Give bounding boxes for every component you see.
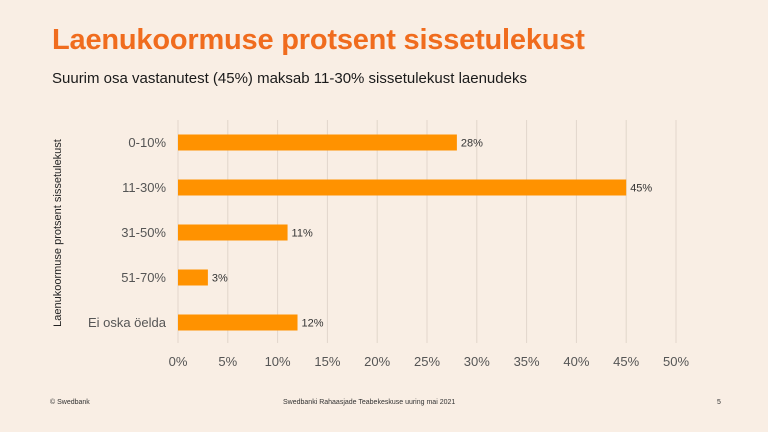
bar — [178, 134, 457, 151]
x-tick-label: 30% — [464, 354, 490, 369]
x-tick-label: 20% — [364, 354, 390, 369]
bar — [178, 179, 627, 196]
data-label: 45% — [630, 183, 652, 195]
slide-title: Laenukoormuse protsent sissetulekust — [52, 24, 585, 56]
x-tick-label: 15% — [314, 354, 340, 369]
x-tick-labels: 0% 5% 10% 15% 20% 25% 30% 35% 40% 45% 50% — [169, 354, 690, 369]
x-tick-label: 5% — [218, 354, 237, 369]
data-label: 11% — [292, 228, 313, 240]
category-label: 11-30% — [122, 180, 166, 195]
slide-subtitle: Suurim osa vastanutest (45%) maksab 11-3… — [52, 70, 527, 87]
data-label: 12% — [302, 318, 324, 330]
x-tick-label: 40% — [563, 354, 589, 369]
bar — [178, 224, 288, 241]
data-label: 3% — [212, 273, 228, 285]
data-label: 28% — [461, 138, 483, 150]
footer-page-number: 5 — [717, 399, 721, 406]
x-tick-label: 50% — [663, 354, 689, 369]
chart-bars — [178, 134, 627, 331]
bar — [178, 314, 298, 331]
footer-copyright: © Swedbank — [50, 399, 90, 406]
category-labels: 0-10% 11-30% 31-50% 51-70% Ei oska öelda — [88, 135, 167, 330]
category-label: 0-10% — [128, 135, 166, 150]
x-tick-label: 45% — [613, 354, 639, 369]
x-tick-label: 0% — [169, 354, 188, 369]
data-labels: 28% 45% 11% 3% 12% — [212, 138, 653, 330]
category-label: 51-70% — [121, 270, 166, 285]
x-tick-label: 35% — [514, 354, 540, 369]
x-tick-label: 25% — [414, 354, 440, 369]
x-tick-label: 10% — [265, 354, 291, 369]
category-label: Ei oska öelda — [88, 315, 167, 330]
footer-source: Swedbanki Rahaasjade Teabekeskuse uuring… — [283, 399, 456, 406]
category-label: 31-50% — [121, 225, 166, 240]
bar — [178, 269, 208, 286]
